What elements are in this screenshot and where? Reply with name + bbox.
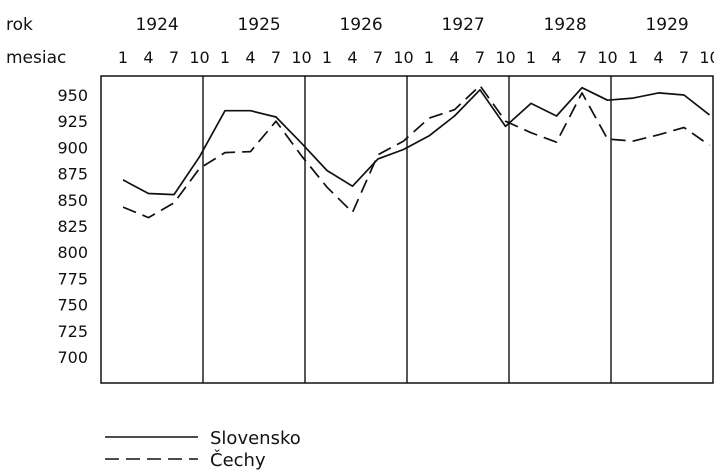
month-tick-label: 1 xyxy=(424,48,434,67)
year-label: 1926 xyxy=(339,15,382,35)
y-tick-label: 750 xyxy=(57,296,88,315)
y-tick-label: 900 xyxy=(57,138,88,157)
month-tick-label: 7 xyxy=(271,48,281,67)
year-label: 1925 xyxy=(237,15,280,35)
y-tick-label: 875 xyxy=(57,165,88,184)
month-row-label: mesiac xyxy=(6,48,66,68)
month-tick-label: 4 xyxy=(245,48,255,67)
month-tick-label: 7 xyxy=(169,48,179,67)
month-tick-label: 10 xyxy=(291,48,311,67)
month-labels: 147101471014710147101471014710 xyxy=(118,48,714,67)
y-tick-label: 725 xyxy=(57,322,88,341)
month-tick-label: 1 xyxy=(220,48,230,67)
y-tick-label: 950 xyxy=(57,86,88,105)
year-label: 1928 xyxy=(543,15,586,35)
month-tick-label: 1 xyxy=(628,48,638,67)
month-tick-label: 4 xyxy=(449,48,459,67)
year-dividers xyxy=(202,76,612,383)
series-lines xyxy=(122,84,711,219)
y-axis-tick-labels: 950 925 900 875 850 825 800 775 750 725 700 xyxy=(57,86,88,367)
year-label: 1927 xyxy=(441,15,484,35)
month-tick-label: 1 xyxy=(526,48,536,67)
year-label: 1929 xyxy=(645,15,688,35)
year-label: 1924 xyxy=(135,15,178,35)
series-line-slovensko xyxy=(122,86,711,196)
y-tick-label: 775 xyxy=(57,269,88,288)
month-tick-label: 7 xyxy=(679,48,689,67)
legend: Slovensko Čechy xyxy=(105,428,301,471)
y-tick-label: 925 xyxy=(57,112,88,131)
month-tick-label: 7 xyxy=(373,48,383,67)
year-row-label: rok xyxy=(6,15,33,35)
month-tick-label: 7 xyxy=(475,48,485,67)
month-tick-label: 7 xyxy=(577,48,587,67)
month-tick-label: 10 xyxy=(189,48,209,67)
month-tick-label: 10 xyxy=(597,48,617,67)
month-tick-label: 1 xyxy=(322,48,332,67)
y-tick-label: 850 xyxy=(57,191,88,210)
y-tick-label: 700 xyxy=(57,348,88,367)
month-tick-label: 1 xyxy=(118,48,128,67)
month-tick-label: 10 xyxy=(495,48,515,67)
legend-label-slovensko: Slovensko xyxy=(210,428,301,449)
y-tick-label: 800 xyxy=(57,243,88,262)
month-tick-label: 10 xyxy=(393,48,413,67)
series-line-echy xyxy=(122,84,710,219)
month-tick-label: 4 xyxy=(143,48,153,67)
legend-label-cechy: Čechy xyxy=(210,449,266,471)
month-tick-label: 4 xyxy=(347,48,357,67)
month-tick-label: 4 xyxy=(653,48,663,67)
year-labels: 1924 1925 1926 1927 1928 1929 xyxy=(135,15,688,35)
month-tick-label: 10 xyxy=(699,48,714,67)
month-tick-label: 4 xyxy=(551,48,561,67)
y-tick-label: 825 xyxy=(57,217,88,236)
